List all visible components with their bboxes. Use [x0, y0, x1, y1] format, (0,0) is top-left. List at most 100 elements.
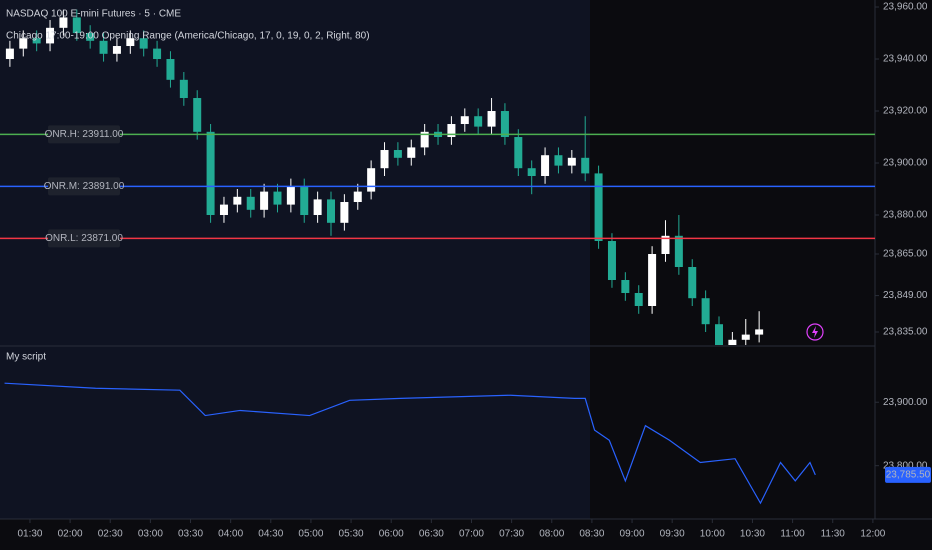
candle-body: [273, 191, 282, 205]
x-tick-label: 09:00: [620, 529, 645, 540]
candle-body: [688, 267, 697, 299]
candle-body: [741, 334, 750, 340]
y-tick-label: 23,900.00: [883, 158, 928, 169]
candle-body: [728, 339, 737, 345]
x-tick-label: 01:30: [17, 529, 42, 540]
candle-body: [541, 155, 550, 177]
x-tick-label: 02:00: [58, 529, 83, 540]
candle-body: [487, 111, 496, 127]
candle-body: [179, 79, 188, 99]
x-tick-label: 04:00: [218, 529, 243, 540]
y-tick-label: 23,940.00: [883, 54, 928, 65]
candle-body: [554, 155, 563, 166]
candle-body: [581, 157, 590, 174]
candle-body: [327, 199, 336, 223]
candle-body: [714, 324, 723, 345]
last-value-bg: [885, 466, 931, 483]
level-label-bg: [48, 125, 120, 144]
x-tick-label: 07:00: [459, 529, 484, 540]
indicator-line: [4, 382, 816, 505]
y-tick-label: 23,920.00: [883, 106, 928, 117]
level-label: ONR.L: 23871.00: [45, 233, 123, 244]
level-label: ONR.H: 23911.00: [45, 129, 124, 140]
candle-body: [99, 40, 108, 54]
alert-bolt: [812, 326, 818, 338]
candle-body: [139, 38, 148, 49]
level-label-bg: [48, 177, 120, 196]
candle-body: [447, 124, 456, 138]
candle-body: [19, 38, 28, 49]
candle-body: [393, 150, 402, 158]
y-tick-label: 23,960.00: [883, 2, 928, 13]
candle-body: [300, 186, 309, 216]
candle-body: [648, 254, 657, 307]
candle-body: [500, 111, 509, 138]
y-tick-label: 23,835.00: [883, 327, 928, 338]
level-label-bg: [48, 229, 120, 248]
x-tick-label: 05:30: [339, 529, 364, 540]
x-tick-label: 11:00: [780, 529, 805, 540]
level-label: ONR.M: 23891.00: [44, 181, 125, 192]
x-tick-label: 08:30: [579, 529, 604, 540]
candle-body: [246, 196, 255, 210]
candle-body: [567, 157, 576, 166]
chart-subtitle: Chicago 17:00-19:00 Opening Range (Ameri…: [6, 31, 370, 42]
y-tick-label: 23,800.00: [883, 460, 928, 471]
x-tick-label: 09:30: [660, 529, 685, 540]
candle-body: [112, 46, 121, 54]
candle-body: [46, 27, 55, 44]
candle-body: [527, 168, 536, 177]
marks: ONR.H: 23911.00 ONR.M: 23891.00 ONR.L: 238…: [0, 2, 931, 540]
y-tick-label: 23,849.00: [883, 290, 928, 301]
indicator-pane: [4, 382, 816, 505]
candle-body: [72, 17, 81, 34]
candle-body: [260, 191, 269, 210]
candle-body: [353, 191, 362, 203]
y-tick-label: 23,880.00: [883, 210, 928, 221]
x-tick-label: 12:00: [860, 529, 885, 540]
x-tick-label: 07:30: [499, 529, 524, 540]
x-tick-label: 10:00: [700, 529, 725, 540]
candle-body: [380, 150, 389, 169]
x-tick-label: 08:00: [539, 529, 564, 540]
x-tick-label: 06:00: [379, 529, 404, 540]
x-tick-label: 02:30: [98, 529, 123, 540]
y-tick-label: 23,900.00: [883, 397, 928, 408]
x-tick-label: 04:30: [258, 529, 283, 540]
candle-body: [153, 48, 162, 60]
candle-body: [193, 98, 202, 132]
candle-body: [206, 131, 215, 216]
candle-body: [460, 116, 469, 125]
candle-body: [286, 186, 295, 205]
indicator-name: My script: [6, 352, 46, 363]
candle-body: [661, 235, 670, 255]
candle-body: [166, 59, 175, 80]
candle-body: [59, 17, 68, 28]
candle-body: [621, 280, 630, 294]
candle-body: [701, 298, 710, 325]
candle-body: [674, 235, 683, 268]
candle-body: [313, 199, 322, 216]
candle-body: [407, 147, 416, 158]
candle-body: [32, 38, 41, 44]
x-tick-label: 03:30: [178, 529, 203, 540]
candle-body: [474, 116, 483, 127]
last-value-label: 23,785.50: [886, 470, 931, 481]
candle-body: [219, 204, 228, 216]
candle-body: [5, 48, 14, 60]
candle-body: [340, 202, 349, 223]
x-tick-label: 11:30: [821, 529, 846, 540]
candle-body: [420, 131, 429, 148]
candle-body: [755, 329, 764, 335]
candle-body: [607, 241, 616, 281]
candle-body: [634, 293, 643, 307]
price-pane: ONR.H: 23911.00 ONR.M: 23891.00 ONR.L: 238…: [0, 9, 875, 345]
candle-body: [233, 196, 242, 205]
x-tick-label: 03:00: [138, 529, 163, 540]
x-tick-label: 06:30: [419, 529, 444, 540]
alert-icon[interactable]: [806, 323, 824, 341]
candle-body: [367, 168, 376, 192]
chart-title: NASDAQ 100 E-mini Futures · 5 · CME: [6, 9, 181, 20]
